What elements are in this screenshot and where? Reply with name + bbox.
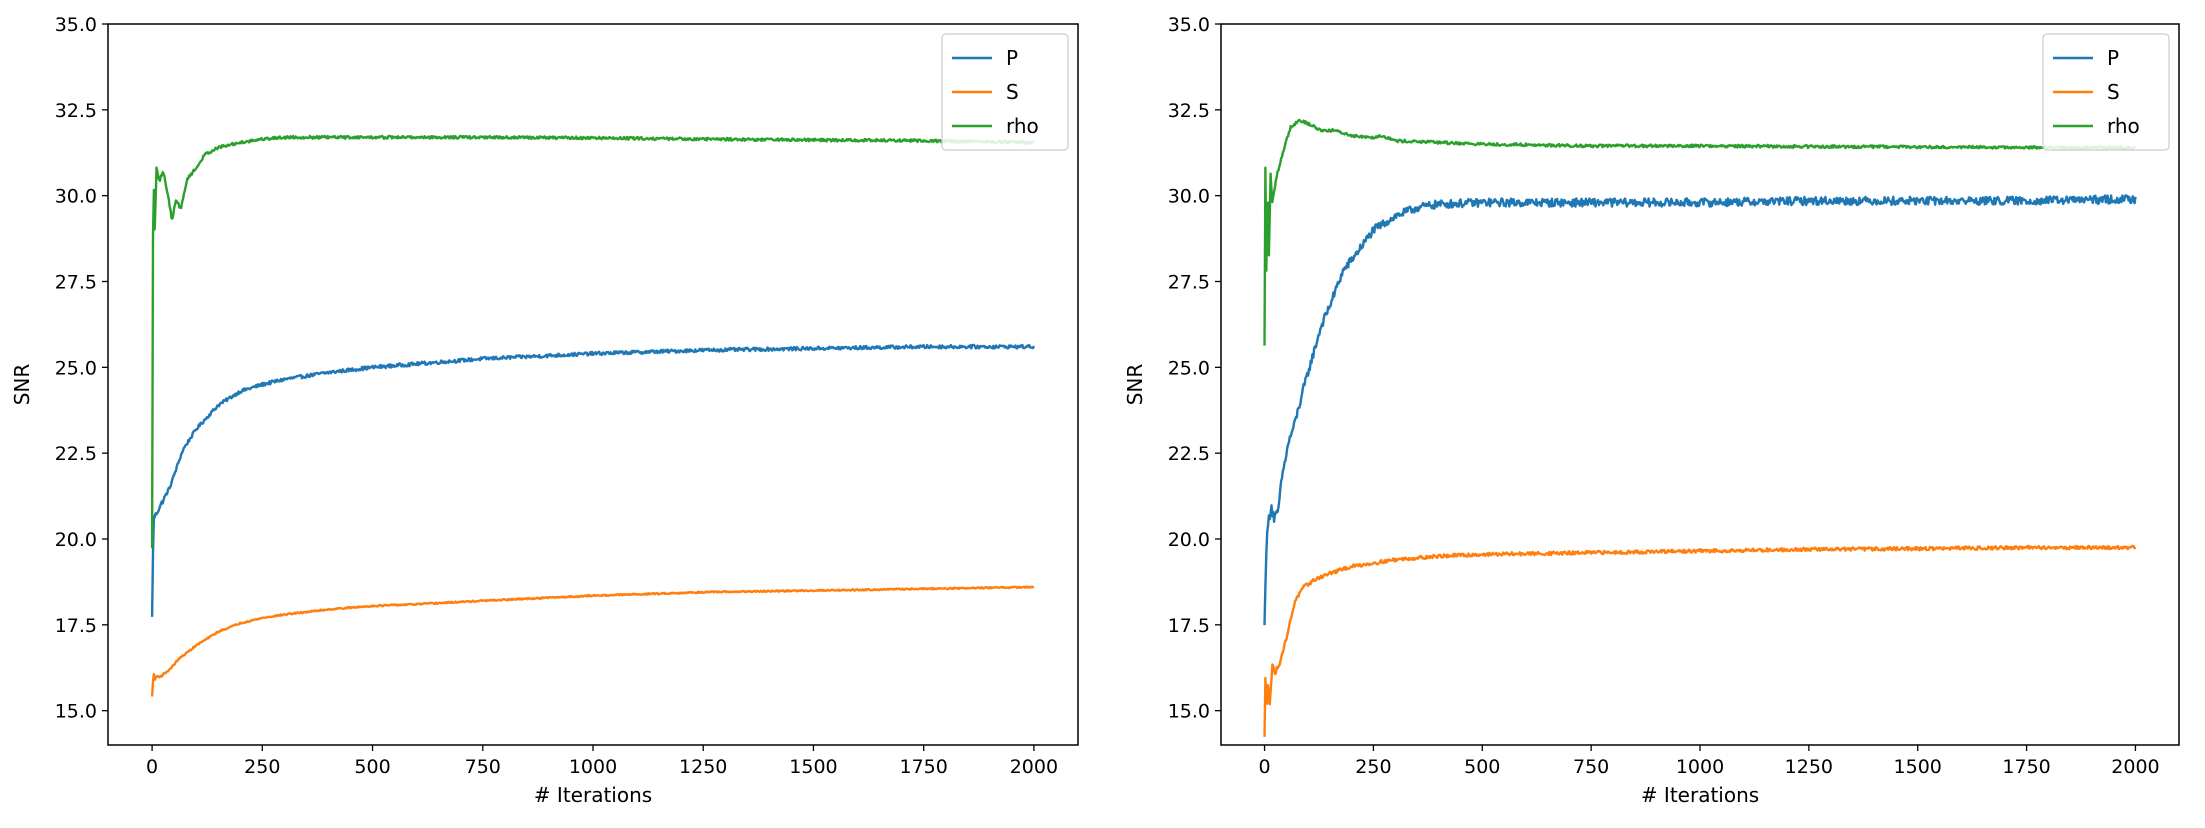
x-tick-label: 500 (354, 756, 390, 778)
y-tick-label: 35.0 (55, 14, 97, 36)
y-tick-label: 20.0 (55, 529, 97, 551)
legend-label-S: S (2107, 80, 2120, 104)
chart-panel-2: 0 250 500 750 1000 1250 1500 1750 2000 15.0 17.5 20… (1123, 14, 2180, 807)
series-group (150, 134, 1036, 697)
y-tick-label: 20.0 (1168, 529, 1210, 551)
x-tick-label: 0 (146, 756, 158, 778)
x-tick-label: 1500 (789, 756, 837, 778)
x-axis-label: # Iterations (1641, 783, 1759, 807)
x-tick-label: 1750 (2002, 756, 2050, 778)
axes-frame (1220, 23, 2180, 746)
y-tick-label: 25.0 (55, 357, 97, 379)
legend-label-P: P (2107, 46, 2119, 70)
y-axis-label: SNR (10, 364, 34, 406)
chart-panel-1: 0 250 500 750 1000 1250 1500 1750 2000 15.0 17.5 20… (10, 14, 1079, 807)
x-tick-label: 1000 (569, 756, 617, 778)
legend-box (2042, 33, 2170, 151)
series-line-P (150, 343, 1036, 617)
series-group (1263, 118, 2137, 737)
x-axis-label: # Iterations (534, 783, 652, 807)
series-line-S (1263, 544, 2137, 737)
series-line-P (1263, 194, 2137, 626)
x-tick-label: 750 (1573, 756, 1609, 778)
y-tick-label: 25.0 (1168, 357, 1210, 379)
y-tick-label: 15.0 (55, 701, 97, 723)
y-axis-label: SNR (1123, 364, 1147, 406)
y-tick-label: 22.5 (1168, 443, 1210, 465)
x-tick-label: 500 (1464, 756, 1500, 778)
y-tick-label: 32.5 (1168, 100, 1210, 122)
x-tick-label: 1500 (1894, 756, 1942, 778)
y-tick-label: 35.0 (1168, 14, 1210, 36)
y-tick-label: 17.5 (1168, 615, 1210, 637)
y-tick-label: 30.0 (55, 186, 97, 208)
x-tick-label: 2000 (2111, 756, 2159, 778)
legend-label-rho: rho (1006, 114, 1039, 138)
y-tick-label: 17.5 (55, 615, 97, 637)
series-line-rho (1263, 118, 2136, 346)
x-tick-label: 1000 (1676, 756, 1724, 778)
y-tick-label: 30.0 (1168, 186, 1210, 208)
x-tick-label: 250 (1355, 756, 1391, 778)
series-line-rho (150, 134, 1035, 549)
x-tick-label: 1250 (679, 756, 727, 778)
legend-label-P: P (1006, 46, 1018, 70)
series-line-S (150, 585, 1035, 697)
x-tick-label: 750 (465, 756, 501, 778)
y-tick-label: 27.5 (1168, 272, 1210, 294)
x-tick-label: 2000 (1010, 756, 1058, 778)
x-tick-label: 1250 (1785, 756, 1833, 778)
y-tick-label: 32.5 (55, 100, 97, 122)
x-tick-label: 1750 (900, 756, 948, 778)
legend-label-rho: rho (2107, 114, 2140, 138)
legend-label-S: S (1006, 80, 1019, 104)
y-tick-label: 15.0 (1168, 701, 1210, 723)
x-tick-label: 0 (1258, 756, 1270, 778)
legend-box (941, 33, 1069, 151)
axes-frame (107, 23, 1079, 746)
y-tick-label: 22.5 (55, 443, 97, 465)
y-tick-label: 27.5 (55, 272, 97, 294)
x-tick-label: 250 (244, 756, 280, 778)
